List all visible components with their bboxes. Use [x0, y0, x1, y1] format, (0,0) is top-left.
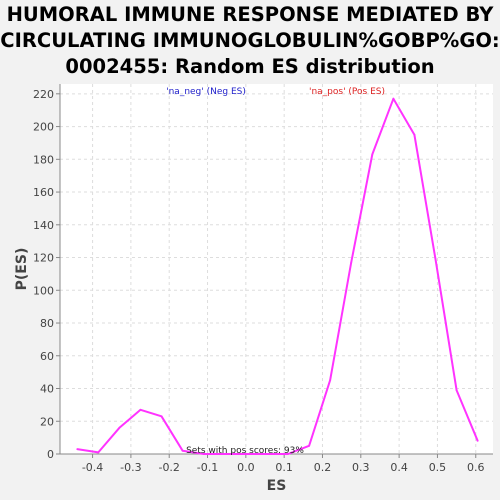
chart-title-line-2: CIRCULATING IMMUNOGLOBULIN%GOBP%GO: [0, 29, 500, 52]
data-point [223, 453, 226, 455]
pos-es-annotation: 'na_pos' (Pos ES) [309, 87, 385, 97]
plot-area [60, 84, 493, 454]
x-tick-label: 0.5 [429, 461, 447, 474]
data-point [202, 453, 205, 455]
data-point [434, 258, 437, 261]
y-tick-label: 40 [40, 383, 54, 396]
x-tick-label: -0.2 [158, 461, 179, 474]
x-tick-label: -0.3 [120, 461, 141, 474]
data-point [413, 133, 416, 136]
y-tick-label: 200 [33, 121, 54, 134]
data-point [455, 389, 458, 392]
series-layer [76, 97, 479, 455]
x-axis-label: ES [267, 478, 287, 494]
x-tick-label: 0.0 [237, 461, 255, 474]
x-tick-label: 0.6 [467, 461, 485, 474]
y-tick-label: 140 [33, 219, 54, 232]
y-axis-label: P(ES) [14, 248, 30, 291]
data-point [350, 261, 353, 264]
tick-labels: -0.4 -0.3 -0.2 -0.1 0.0 0.1 0.2 0.3 0.4 0.5 0.6 0 20… [33, 88, 485, 474]
data-point [244, 453, 247, 455]
x-tick-label: -0.4 [82, 461, 103, 474]
x-tick-label: 0.4 [390, 461, 408, 474]
y-tick-label: 180 [33, 153, 54, 166]
chart-title: HUMORAL IMMUNE RESPONSE MEDIATED BY CIRC… [0, 2, 500, 80]
chart-title-line-3: 0002455: Random ES distribution [65, 55, 435, 78]
data-point [392, 97, 395, 100]
x-tick-label: -0.1 [197, 461, 218, 474]
data-point [287, 453, 289, 455]
es-distribution-line [77, 97, 479, 455]
data-point [329, 379, 332, 382]
y-tick-label: 160 [33, 186, 54, 199]
data-point [160, 415, 163, 418]
neg-es-annotation: 'na_neg' (Neg ES) [166, 87, 246, 97]
data-point [118, 426, 121, 429]
y-tick-label: 120 [33, 252, 54, 265]
data-point [308, 444, 310, 447]
data-point [266, 453, 268, 455]
y-tick-label: 60 [40, 350, 54, 363]
axes [56, 84, 493, 458]
pos-scores-footer: Sets with pos scores: 93% [186, 446, 304, 456]
data-point [76, 448, 79, 450]
y-tick-label: 220 [33, 88, 54, 101]
data-point [181, 449, 184, 452]
data-point [139, 408, 142, 411]
x-tick-label: 0.2 [314, 461, 332, 474]
y-tick-label: 20 [40, 415, 54, 428]
chart-title-line-1: HUMORAL IMMUNE RESPONSE MEDIATED BY [6, 3, 494, 26]
data-point [476, 440, 479, 442]
data-point [371, 153, 374, 156]
data-point [97, 451, 100, 454]
y-tick-label: 0 [47, 448, 54, 461]
y-tick-label: 80 [40, 317, 54, 330]
y-tick-label: 100 [33, 284, 54, 297]
x-tick-label: 0.3 [352, 461, 370, 474]
x-tick-label: 0.1 [275, 461, 293, 474]
